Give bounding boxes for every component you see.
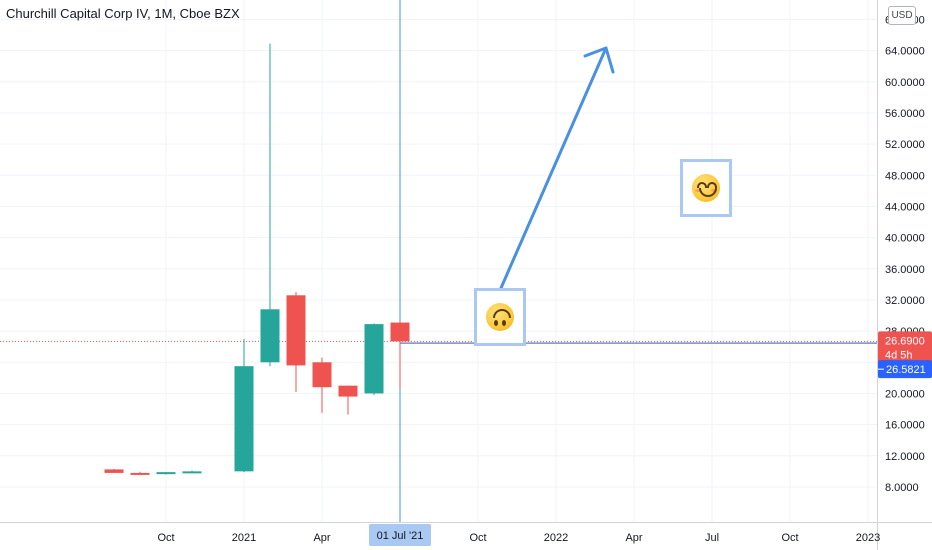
candle-body — [234, 366, 254, 472]
candle-body — [182, 471, 202, 474]
price-tick-label: 60.0000 — [885, 77, 925, 89]
candle-body — [260, 309, 280, 363]
candle-body — [156, 472, 176, 475]
symbol-title: Churchill Capital Corp IV, 1M, Cboe BZX — [6, 6, 240, 21]
candle-body — [312, 362, 332, 388]
price-tick-label: 32.0000 — [885, 295, 925, 307]
price-tick-label: 44.0000 — [885, 201, 925, 213]
last-price-badge: 26.6900 4d 5h — [878, 331, 932, 364]
price-tick-label: 8.0000 — [885, 482, 919, 494]
last-price-label: 26.6900 — [885, 335, 925, 347]
horizontal-lines — [0, 340, 877, 344]
candle — [234, 338, 254, 473]
time-tick-label: Oct — [781, 532, 798, 544]
trend-arrow-drawing — [499, 46, 615, 290]
emoji-drawing-1[interactable] — [474, 288, 526, 346]
candle — [338, 385, 358, 415]
candle — [130, 471, 150, 475]
candle-body — [338, 385, 358, 397]
arrow-head[interactable] — [583, 46, 615, 74]
candle — [182, 470, 202, 474]
time-tick-label: 2022 — [544, 532, 568, 544]
smiling-face-icon — [692, 174, 720, 202]
time-tick-label: Oct — [157, 532, 174, 544]
price-tick-label: 56.0000 — [885, 108, 925, 120]
date-badge-label: 01 Jul '21 — [377, 530, 424, 542]
price-tick-label: 12.0000 — [885, 451, 925, 463]
date-badge-bg — [369, 524, 431, 546]
grid-lines — [0, 0, 877, 522]
time-tick-label: Apr — [313, 532, 330, 544]
countdown-label: 4d 5h — [885, 349, 913, 361]
candle — [156, 472, 176, 475]
price-tick-label: 40.0000 — [885, 233, 925, 245]
upside-down-face-icon — [486, 303, 514, 331]
crosshair-price-badge: 26.5821 — [878, 360, 932, 379]
time-axis-ticks: Oct2021AprJulOct2022AprJulOct2023 — [157, 532, 880, 544]
price-tick-label: 20.0000 — [885, 388, 925, 400]
crosshair-price-badge-bg — [878, 360, 932, 379]
candle — [260, 43, 280, 367]
candle — [390, 321, 410, 389]
candle-body — [130, 472, 150, 475]
crosshair-price-label: 26.5821 — [886, 364, 926, 376]
emoji-drawing-2[interactable] — [680, 159, 732, 217]
time-tick-label: 2023 — [856, 532, 880, 544]
currency-button[interactable]: USD — [888, 6, 916, 25]
time-tick-label: Oct — [469, 532, 486, 544]
price-axis-ticks: 8.000012.000016.000020.000024.000028.000… — [885, 14, 925, 493]
price-tick-label: 16.0000 — [885, 420, 925, 432]
candle — [286, 292, 306, 392]
candle — [312, 357, 332, 413]
time-tick-label: 2021 — [232, 532, 256, 544]
crosshair-date-badge: 01 Jul '21 — [369, 524, 431, 546]
last-price-badge-bg — [878, 331, 932, 364]
arrow-shaft[interactable] — [499, 46, 608, 290]
candle — [364, 323, 384, 396]
candle — [104, 469, 124, 473]
time-tick-label: Apr — [625, 532, 642, 544]
price-tick-label: 64.0000 — [885, 46, 925, 58]
price-tick-label: 36.0000 — [885, 264, 925, 276]
price-tick-label: 48.0000 — [885, 170, 925, 182]
price-badges: 01 Jul '21 26.6900 4d 5h 26.5821 — [369, 331, 932, 546]
candlesticks — [104, 43, 410, 475]
candle-body — [104, 469, 124, 473]
candle-body — [286, 295, 306, 366]
time-tick-label: Jul — [705, 532, 719, 544]
candle-body — [390, 322, 410, 342]
price-tick-label: 52.0000 — [885, 139, 925, 151]
candle-body — [364, 324, 384, 394]
